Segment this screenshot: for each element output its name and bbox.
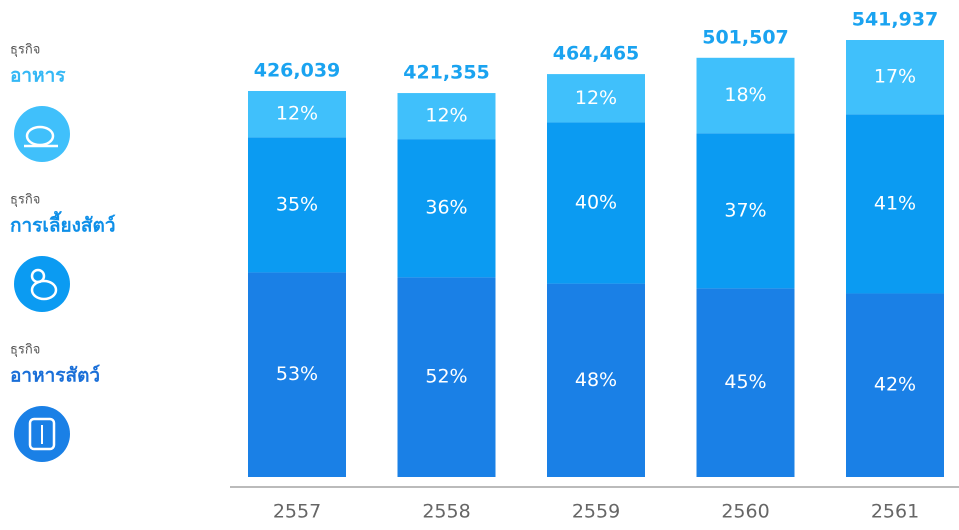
bar-segment <box>397 139 496 278</box>
bar-segment <box>248 90 346 138</box>
legend-prefix: ธุรกิจ <box>10 193 40 208</box>
value-label: 40% <box>575 192 617 214</box>
total-label: 464,465 <box>553 43 640 65</box>
legend-prefix: ธุรกิจ <box>10 43 40 58</box>
total-label: 421,355 <box>403 62 490 84</box>
value-label: 12% <box>425 105 467 127</box>
legend-label: การเลี้ยงสัตว์ <box>10 211 116 237</box>
value-label: 53% <box>276 363 318 385</box>
bar-segment <box>696 288 795 477</box>
legend-label: อาหาร <box>10 65 66 87</box>
bar-segment <box>696 133 795 289</box>
bar-segment <box>846 114 944 294</box>
bar-segment <box>248 272 346 477</box>
icon-shape <box>28 417 56 451</box>
legend-icon <box>14 106 70 162</box>
value-label: 36% <box>425 197 467 219</box>
x-tick-label: 2560 <box>721 501 769 523</box>
bar-segment <box>846 40 944 115</box>
bar-segment <box>547 74 645 123</box>
total-label: 541,937 <box>852 9 939 31</box>
bar-segment <box>248 137 346 273</box>
value-label: 35% <box>276 193 318 215</box>
value-label: 12% <box>575 87 617 109</box>
legend-prefix: ธุรกิจ <box>10 343 40 358</box>
value-label: 41% <box>874 192 916 214</box>
bar-segment <box>696 57 795 134</box>
value-label: 18% <box>724 84 766 106</box>
bar-segment <box>397 277 496 477</box>
icon-shape <box>30 279 58 301</box>
x-tick-label: 2557 <box>273 501 321 523</box>
legend-label: อาหารสัตว์ <box>10 365 100 387</box>
bar-segment <box>846 293 944 477</box>
bar-segment <box>547 283 645 477</box>
bar-segment <box>547 122 645 284</box>
bar-segment <box>397 93 496 140</box>
x-tick-label: 2558 <box>422 501 470 523</box>
value-label: 48% <box>575 369 617 391</box>
x-tick-label: 2561 <box>871 501 919 523</box>
value-label: 17% <box>874 66 916 88</box>
value-label: 45% <box>724 371 766 393</box>
legend-icon <box>14 256 70 312</box>
value-label: 37% <box>724 199 766 221</box>
value-label: 12% <box>276 103 318 125</box>
value-label: 52% <box>425 366 467 388</box>
value-label: 42% <box>874 374 916 396</box>
total-label: 501,507 <box>702 26 789 48</box>
total-label: 426,039 <box>254 59 341 81</box>
x-tick-label: 2559 <box>572 501 620 523</box>
